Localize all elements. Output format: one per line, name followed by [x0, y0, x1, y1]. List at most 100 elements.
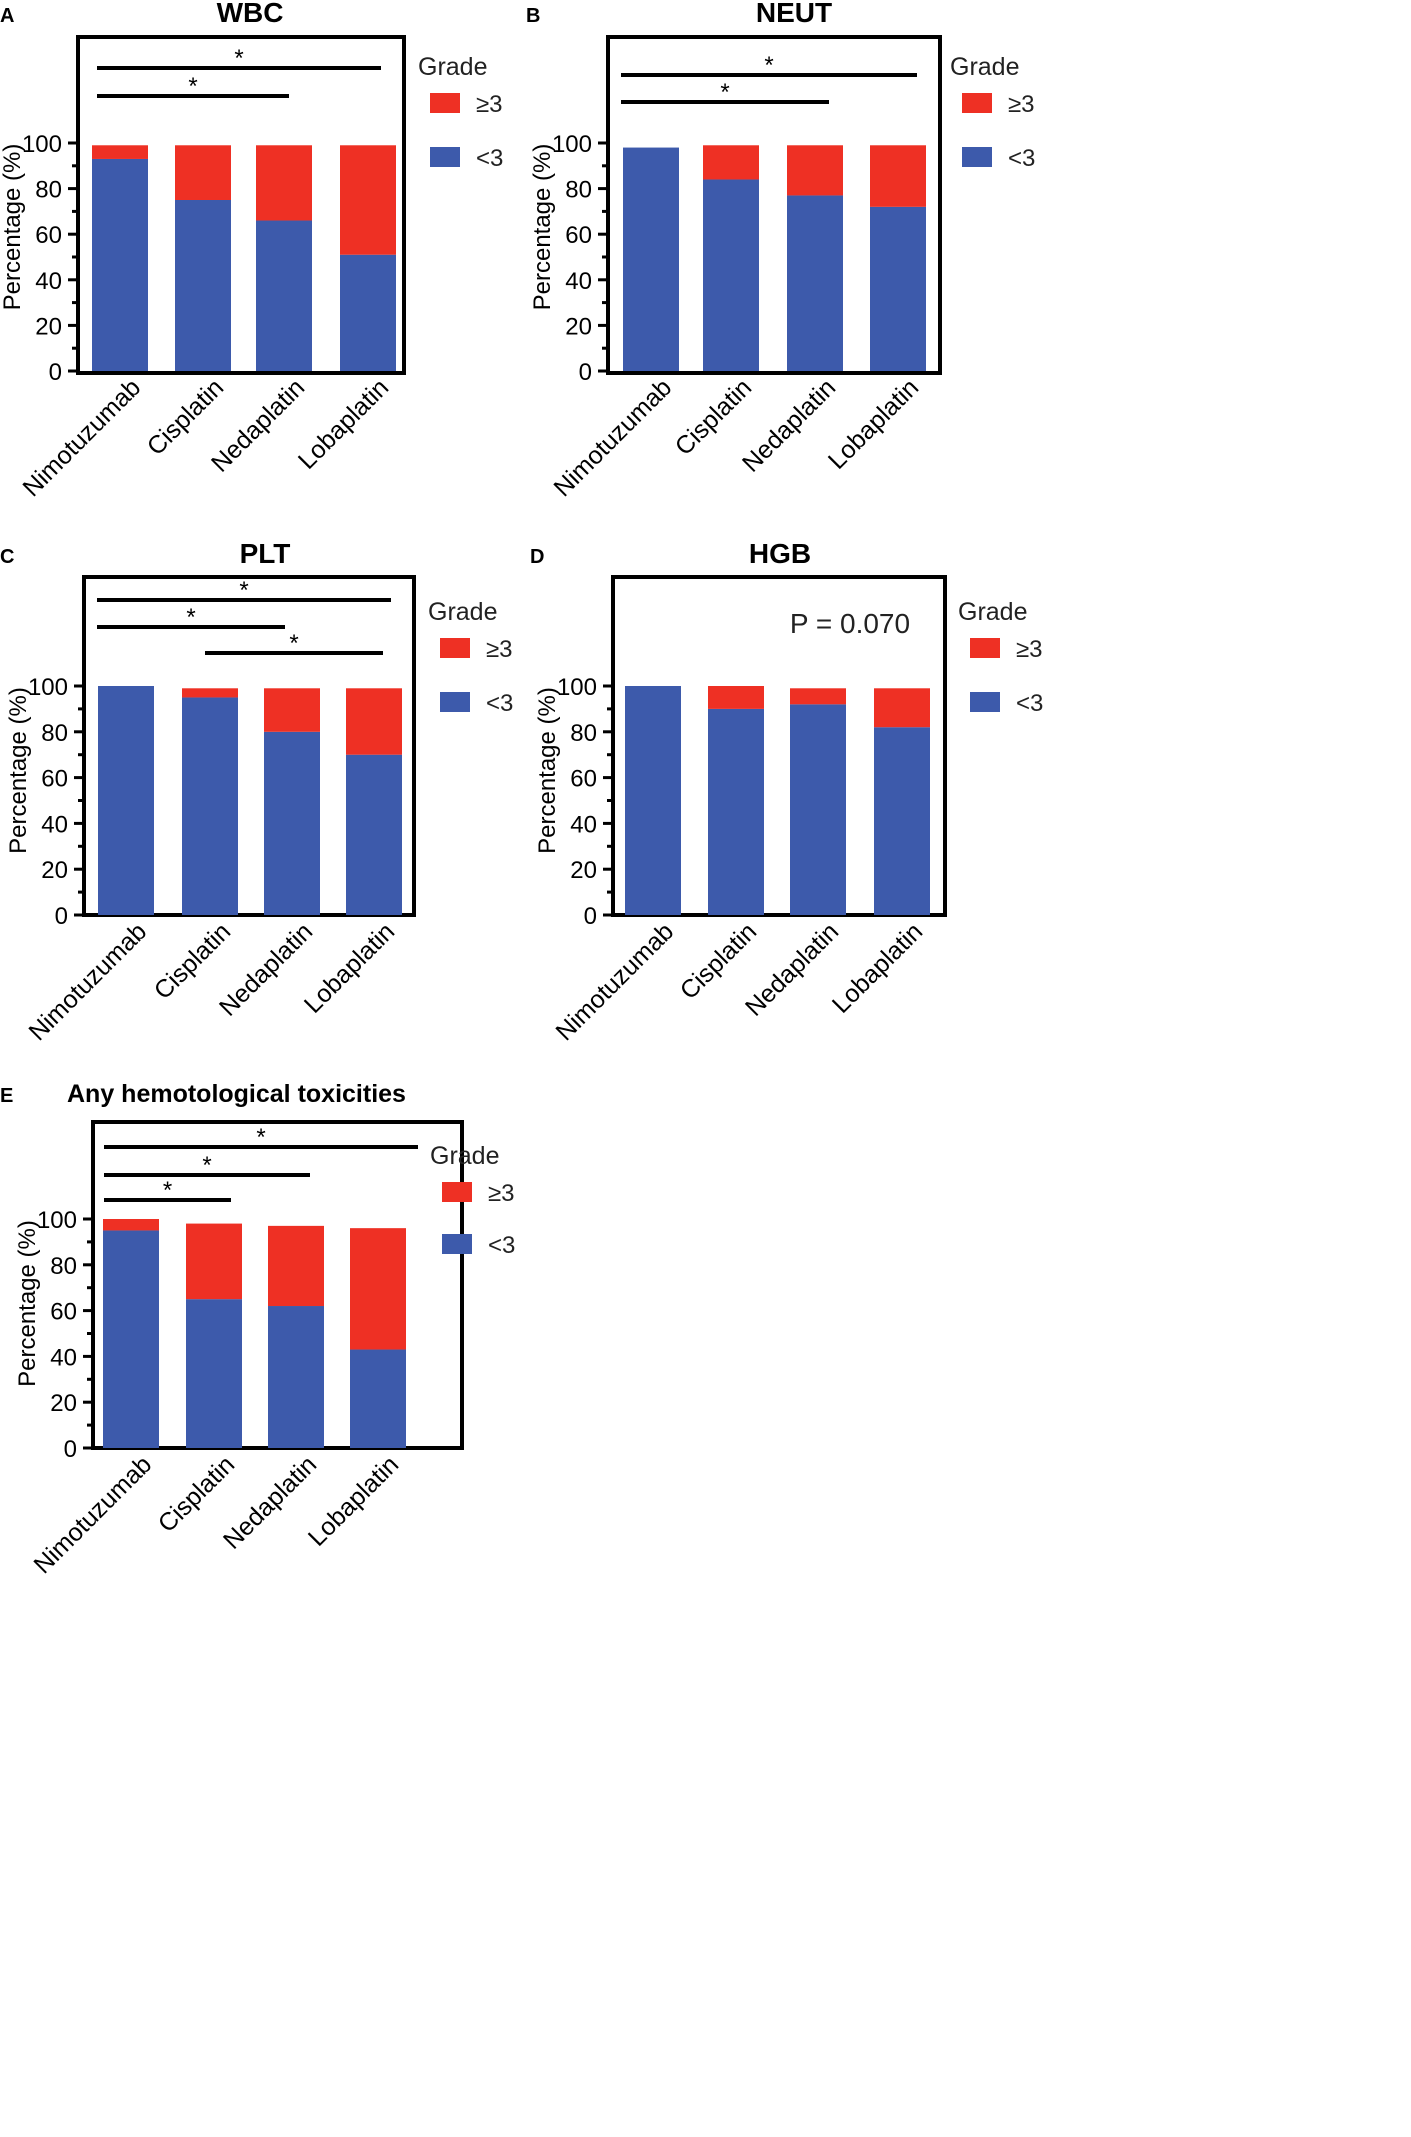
- x-tick-label: Lobaplatin: [823, 373, 924, 474]
- chart-title: HGB: [749, 538, 811, 569]
- legend-swatch-low: [962, 147, 992, 167]
- bar-high-lobaplatin: [346, 688, 402, 755]
- plot-frame: [82, 575, 416, 917]
- y-tick-label: 80: [41, 720, 68, 747]
- bar-low-lobaplatin: [874, 727, 930, 915]
- legend-swatch-low: [440, 692, 470, 712]
- bar-high-nimotuzumab: [92, 145, 148, 159]
- bar-high-lobaplatin: [874, 688, 930, 728]
- significance-star: *: [289, 630, 298, 657]
- bar-high-cisplatin: [175, 145, 231, 200]
- legend-label-low: <3: [1008, 145, 1035, 172]
- legend-label-high: ≥3: [476, 91, 503, 118]
- plot-frame: [611, 575, 947, 917]
- bar-low-lobaplatin: [340, 254, 396, 371]
- y-tick-label: 20: [35, 313, 62, 340]
- chart-title: Any hemotological toxicities: [67, 1080, 406, 1108]
- y-tick-label: 100: [28, 674, 68, 701]
- bar-high-nedaplatin: [787, 145, 843, 196]
- x-tick-label: Lobaplatin: [299, 917, 400, 1018]
- bar-high-cisplatin: [703, 145, 759, 180]
- x-tick-label: Nimotuzumab: [28, 1450, 157, 1579]
- y-tick-label: 20: [50, 1390, 77, 1417]
- y-tick-label: 20: [41, 857, 68, 884]
- bar-high-cisplatin: [186, 1223, 242, 1300]
- bar-low-nimotuzumab: [92, 158, 148, 371]
- bar-high-lobaplatin: [870, 145, 926, 207]
- y-tick-label: 100: [552, 131, 592, 158]
- y-tick-label: 100: [37, 1207, 77, 1234]
- bar-high-nedaplatin: [256, 145, 312, 221]
- y-axis-label: Percentage (%): [14, 1220, 41, 1387]
- significance-star: *: [239, 577, 248, 604]
- y-tick-label: 0: [64, 1436, 77, 1463]
- panel-letter: E: [0, 1085, 13, 1107]
- legend-label-low: <3: [1016, 690, 1043, 717]
- legend: Grade ≥3 <3: [428, 598, 513, 717]
- x-tick-label: Nimotuzumab: [550, 917, 679, 1046]
- y-axis-label: Percentage (%): [534, 687, 561, 854]
- y-tick-label: 40: [35, 268, 62, 295]
- bar-low-nedaplatin: [256, 220, 312, 371]
- legend-label-high: ≥3: [486, 636, 513, 663]
- y-tick-label: 40: [41, 811, 68, 838]
- legend-swatch-high: [440, 638, 470, 658]
- y-tick-label: 60: [565, 222, 592, 249]
- legend-swatch-high: [962, 93, 992, 113]
- x-tick-label: Nimotuzumab: [17, 373, 146, 502]
- y-tick-label: 80: [50, 1253, 77, 1280]
- legend-title: Grade: [950, 53, 1019, 81]
- bar-low-nimotuzumab: [103, 1230, 159, 1448]
- bar-low-nimotuzumab: [623, 147, 679, 371]
- chart-panel-C: C PLTNimotuzumabCisplatinNedaplatinLobapl…: [0, 538, 513, 1046]
- legend-swatch-low: [970, 692, 1000, 712]
- y-tick-label: 80: [35, 177, 62, 204]
- legend: Grade ≥3 <3: [950, 53, 1035, 172]
- y-tick-label: 60: [50, 1299, 77, 1326]
- bar-low-lobaplatin: [870, 206, 926, 371]
- bar-low-cisplatin: [186, 1299, 242, 1448]
- panel-letter: A: [0, 5, 14, 27]
- panel-letter: D: [530, 546, 544, 568]
- bar-low-nedaplatin: [787, 195, 843, 371]
- bar-high-nimotuzumab: [103, 1219, 159, 1231]
- significance-star: *: [256, 1124, 265, 1151]
- bar-high-lobaplatin: [340, 145, 396, 255]
- y-tick-label: 60: [570, 766, 597, 793]
- y-tick-label: 20: [565, 313, 592, 340]
- bar-low-nedaplatin: [268, 1306, 324, 1448]
- bar-low-lobaplatin: [346, 754, 402, 915]
- legend: Grade ≥3 <3: [958, 598, 1043, 717]
- y-axis-label: Percentage (%): [529, 144, 556, 311]
- legend-label-high: ≥3: [488, 1180, 515, 1207]
- bar-low-cisplatin: [703, 179, 759, 371]
- legend-swatch-high: [970, 638, 1000, 658]
- bar-high-nedaplatin: [790, 688, 846, 705]
- bar-high-nedaplatin: [268, 1225, 324, 1307]
- x-tick-label: Nimotuzumab: [23, 917, 152, 1046]
- y-tick-label: 60: [35, 222, 62, 249]
- y-tick-label: 20: [570, 857, 597, 884]
- significance-star: *: [188, 73, 197, 100]
- chart-title: NEUT: [756, 0, 832, 28]
- panel-letter: C: [0, 546, 14, 568]
- legend-title: Grade: [428, 598, 497, 626]
- legend-swatch-high: [430, 93, 460, 113]
- bar-low-nimotuzumab: [98, 686, 154, 915]
- chart-panel-B: B NEUTNimotuzumabCisplatinNedaplatinLobap…: [526, 0, 1035, 502]
- x-tick-label: Lobaplatin: [827, 917, 928, 1018]
- legend-label-low: <3: [486, 690, 513, 717]
- bar-high-cisplatin: [182, 688, 238, 698]
- significance-star: *: [163, 1177, 172, 1204]
- significance-star: *: [234, 45, 243, 72]
- bar-low-nedaplatin: [264, 731, 320, 915]
- y-tick-label: 40: [50, 1344, 77, 1371]
- plot-frame: [606, 35, 942, 375]
- y-axis-label: Percentage (%): [5, 687, 32, 854]
- legend-swatch-low: [442, 1234, 472, 1254]
- bar-low-cisplatin: [182, 697, 238, 915]
- significance-star: *: [764, 52, 773, 79]
- legend-title: Grade: [430, 1142, 499, 1170]
- panel-letter: B: [526, 5, 540, 27]
- legend-label-low: <3: [488, 1232, 515, 1259]
